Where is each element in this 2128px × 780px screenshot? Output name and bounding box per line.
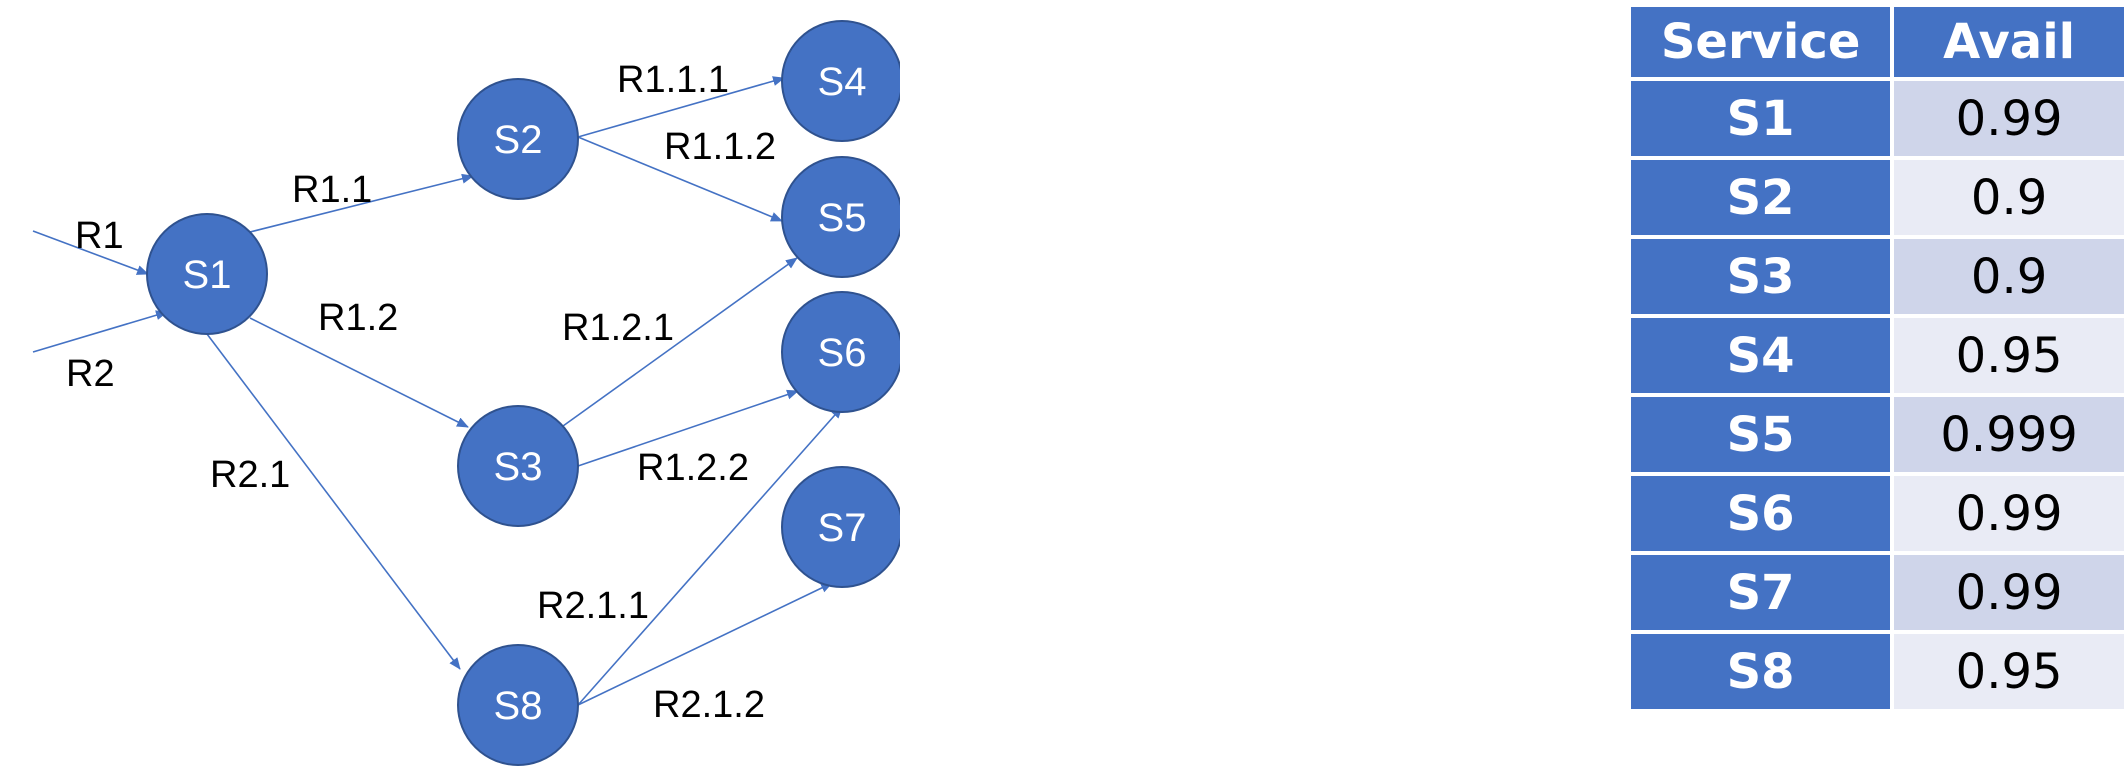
edge-arrow-r2-1 <box>206 333 461 670</box>
node-label: S7 <box>818 506 867 550</box>
edge-arrow-r1-2-2 <box>577 389 799 467</box>
avail-cell: 0.999 <box>1894 397 2124 472</box>
avail-column-header: Avail <box>1894 7 2124 77</box>
node-circle <box>781 466 900 588</box>
edge-arrow-r1-1-2 <box>577 136 783 222</box>
avail-cell: 0.99 <box>1894 81 2124 156</box>
node-circle <box>781 20 900 142</box>
service-column-header: Service <box>1631 7 1891 77</box>
edge-label-r1-2: R1.2 <box>318 297 398 339</box>
availability-table: Service Avail S1 0.99 S2 0.9 S3 0.9 S4 0… <box>1627 3 2128 713</box>
node-circle <box>781 291 900 413</box>
edge-label-r1-1-2: R1.1.2 <box>664 126 776 168</box>
node-circle <box>457 644 579 766</box>
service-cell: S1 <box>1631 81 1891 156</box>
node-circle <box>457 405 579 527</box>
service-cell: S2 <box>1631 160 1891 235</box>
node-s8: S8 <box>457 644 579 766</box>
avail-cell: 0.95 <box>1894 634 2124 709</box>
edge-arrow-r2-1-2 <box>577 582 833 706</box>
service-cell: S7 <box>1631 555 1891 630</box>
avail-cell: 0.99 <box>1894 476 2124 551</box>
edge-arrow-r1-1-1 <box>577 76 785 138</box>
node-s4: S4 <box>781 20 900 142</box>
avail-cell: 0.99 <box>1894 555 2124 630</box>
node-label: S5 <box>818 196 867 240</box>
node-label: S4 <box>818 60 867 104</box>
edge-label-r2-1-1: R2.1.1 <box>537 585 649 627</box>
node-label: S8 <box>494 684 543 728</box>
table-row: S4 0.95 <box>1631 318 2124 393</box>
edge-arrow-r1-2 <box>249 317 469 428</box>
node-label: S2 <box>494 118 543 162</box>
edge-label-r2-1: R2.1 <box>210 454 290 496</box>
node-s2: S2 <box>457 78 579 200</box>
edge-arrow-r1-2-1 <box>562 257 798 427</box>
node-s5: S5 <box>781 156 900 278</box>
node-circle <box>146 213 268 335</box>
edge-label-r2-1-2: R2.1.2 <box>653 684 765 726</box>
edge-arrow-r1 <box>32 230 149 275</box>
avail-cell: 0.9 <box>1894 239 2124 314</box>
table-row: S5 0.999 <box>1631 397 2124 472</box>
node-label: S6 <box>818 331 867 375</box>
edge-label-r1-1-1: R1.1.1 <box>617 59 729 101</box>
node-s7: S7 <box>781 466 900 588</box>
edge-arrow-r1-1 <box>249 173 474 233</box>
table-row: S2 0.9 <box>1631 160 2124 235</box>
table-row: S1 0.99 <box>1631 81 2124 156</box>
service-cell: S6 <box>1631 476 1891 551</box>
table-row: S8 0.95 <box>1631 634 2124 709</box>
avail-cell: 0.9 <box>1894 160 2124 235</box>
node-label: S3 <box>494 445 543 489</box>
service-cell: S8 <box>1631 634 1891 709</box>
edge-label-r1: R1 <box>75 215 124 257</box>
node-s6: S6 <box>781 291 900 413</box>
node-s3: S3 <box>457 405 579 527</box>
node-circle <box>457 78 579 200</box>
table-row: S7 0.99 <box>1631 555 2124 630</box>
edge-label-r1-2-1: R1.2.1 <box>562 307 674 349</box>
service-cell: S5 <box>1631 397 1891 472</box>
node-label: S1 <box>183 253 232 297</box>
edge-label-r1-2-2: R1.2.2 <box>637 447 749 489</box>
edge-arrow-r2-1-1 <box>577 406 843 706</box>
service-cell: S4 <box>1631 318 1891 393</box>
edge-label-r1-1: R1.1 <box>292 169 372 211</box>
node-circle <box>781 156 900 278</box>
table-row: S6 0.99 <box>1631 476 2124 551</box>
service-graph-diagram: S1 S2 S3 S4 S5 S6 S7 S8 R1 R2 R1.1 R1.2 R2.1 R1.1.1 R… <box>32 20 900 766</box>
node-s1: S1 <box>146 213 268 335</box>
avail-cell: 0.95 <box>1894 318 2124 393</box>
table-header-row: Service Avail <box>1631 7 2124 77</box>
table-row: S3 0.9 <box>1631 239 2124 314</box>
edge-arrow-r2 <box>32 310 168 353</box>
service-cell: S3 <box>1631 239 1891 314</box>
edge-label-r2: R2 <box>66 353 115 395</box>
